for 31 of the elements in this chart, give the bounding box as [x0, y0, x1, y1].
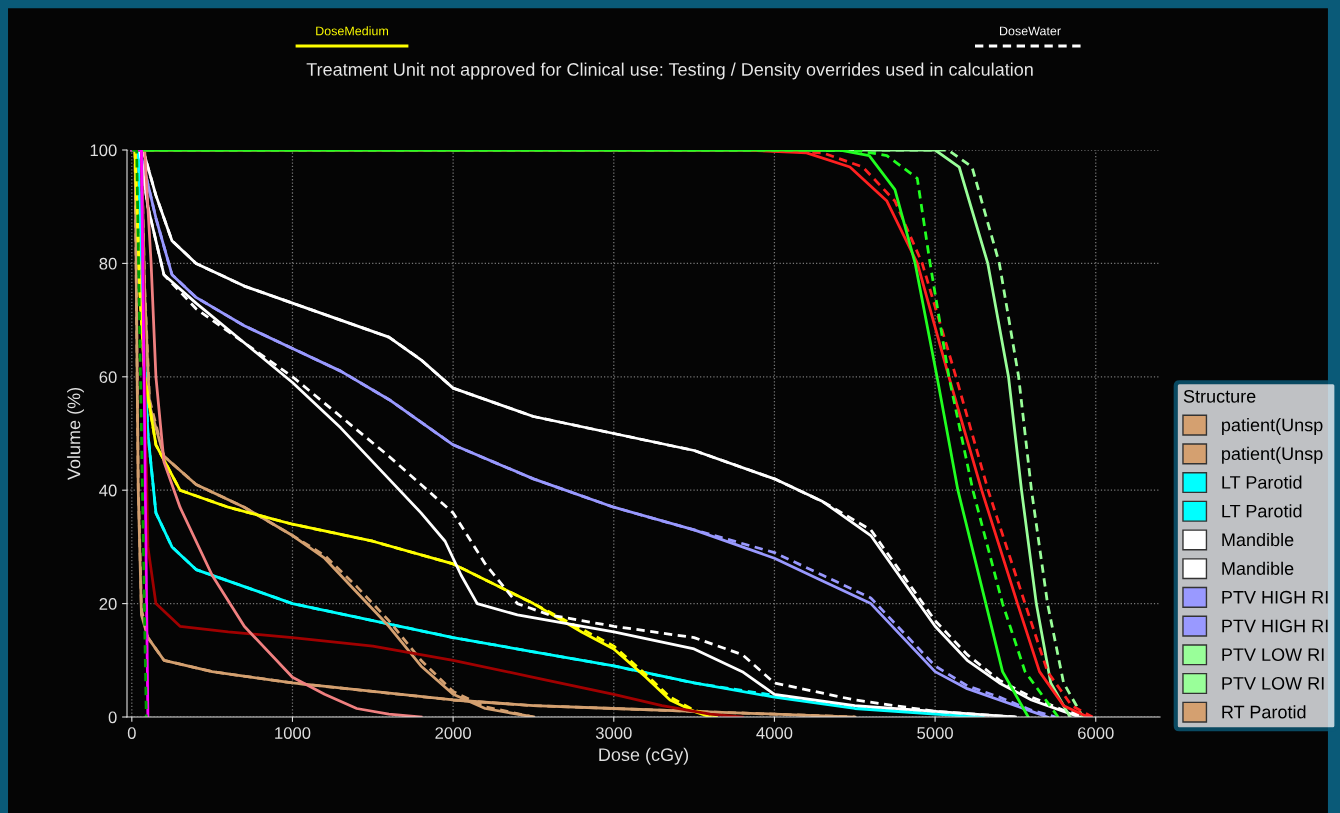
x-tick-label: 1000: [275, 727, 311, 739]
text: DoseWater: [1000, 26, 1061, 36]
x-tick-label: 2000: [435, 727, 472, 739]
y-axis-title: Volume (%): [67, 387, 84, 481]
chart-title: Treatment Unit not approved for Clinical use: Testing / Density overrides used in calculation: [306, 62, 1033, 80]
legend-label: LT Parotid: [1222, 475, 1302, 489]
y-tick-label: 0: [108, 711, 117, 724]
x-tick-label: 3000: [595, 727, 632, 739]
y-tick-label: 100: [90, 144, 117, 157]
y-tick-label: 20: [99, 598, 117, 610]
x-tick-label: 5000: [917, 727, 953, 739]
legend-label: patient(Unsp: [1222, 418, 1323, 435]
legend-label: Mandible: [1222, 532, 1294, 547]
legend-label: PTV HIGH RI: [1222, 590, 1328, 604]
y-tick-label: 80: [99, 257, 117, 270]
legend-label: PTV HIGH RI: [1222, 619, 1328, 633]
y-tick-label: 40: [99, 484, 117, 497]
legend-label: patient(Unsp: [1222, 446, 1323, 464]
x-axis-title: Dose (cGy): [599, 747, 689, 765]
legend-label: PTV LOW RI: [1222, 648, 1324, 662]
legend-title: Structure: [1183, 389, 1256, 403]
legend-label: LT Parotid: [1222, 504, 1302, 518]
legend-label: Mandible: [1222, 561, 1294, 575]
x-tick-label: 4000: [756, 727, 793, 739]
legend-label: PTV LOW RI: [1222, 676, 1324, 690]
text: DoseMedium: [316, 26, 388, 36]
y-tick-label: 60: [99, 371, 117, 383]
line-series: [143, 150, 423, 717]
legend-label: RT Parotid: [1222, 705, 1306, 719]
x-tick-label: 0: [127, 727, 136, 739]
x-tick-label: 6000: [1078, 727, 1114, 739]
